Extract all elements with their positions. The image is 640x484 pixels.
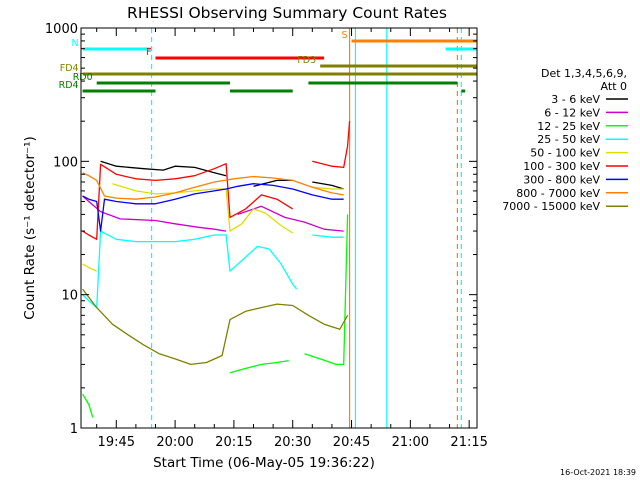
x-tick-label-1: 20:00 [156, 435, 193, 450]
legend-label-5: 100 - 300 keV [523, 160, 600, 173]
legend-label-3: 25 - 50 keV [537, 133, 600, 146]
data-series [82, 121, 351, 418]
vertical-markers [150, 28, 462, 428]
x-axis-label: Start Time (06-May-05 19:36:22) [153, 455, 375, 471]
legend-label-6: 300 - 800 keV [523, 173, 600, 186]
x-tick-label-0: 19:45 [98, 435, 135, 450]
flag-label-fd3: FD3 [297, 55, 316, 66]
x-tick-label-6: 21:15 [450, 435, 487, 450]
y-tick-label-0: 1 [70, 422, 78, 437]
series-line-3 [82, 230, 344, 309]
series-line-1 [82, 195, 344, 232]
y-axis-label: Count Rate (s⁻¹ detector⁻¹) [22, 136, 38, 320]
legend-label-1: 6 - 12 keV [544, 106, 600, 119]
flag-label-rd4: RD4 [59, 80, 79, 91]
flag-label-f: F [146, 47, 151, 58]
x-tick-label-4: 20:45 [333, 435, 370, 450]
legend-label-7: 800 - 7000 keV [516, 187, 600, 200]
legend-header-line-2: Att 0 [601, 80, 627, 93]
x-tick-label-3: 20:30 [274, 435, 311, 450]
flag-label-fd4: FD4 [60, 63, 79, 74]
plot-frame [80, 27, 478, 429]
legend-label-4: 50 - 100 keV [530, 147, 600, 160]
flag-label-n: N [71, 38, 78, 49]
series-line-2 [82, 214, 349, 418]
flag-label-s: S [342, 30, 348, 41]
axes: 1 10 100 1000 19:45 20:00 20:15 20:30 20:45 21:00… [45, 22, 488, 450]
legend-label-2: 12 - 25 keV [537, 120, 600, 133]
y-tick-label-3: 1000 [45, 22, 78, 37]
y-tick-label-2: 100 [53, 155, 78, 170]
flag-label-rd0: RD0 [73, 72, 93, 83]
series-line-6 [82, 183, 344, 232]
legend-header-line-1: Det 1,3,4,5,6,9, [541, 67, 627, 80]
series-line-8 [82, 288, 349, 366]
legend-label-8: 7000 - 15000 keV [502, 200, 600, 213]
y-tick-label-1: 10 [61, 289, 78, 304]
legend-label-0: 3 - 6 keV [551, 93, 600, 106]
footer-timestamp: 16-Oct-2021 18:39 [560, 468, 636, 477]
x-tick-label-5: 21:00 [392, 435, 429, 450]
x-tick-label-2: 20:15 [215, 435, 252, 450]
series-line-5 [82, 121, 351, 240]
series-line-4 [82, 183, 344, 272]
series-line-7 [82, 172, 344, 200]
chart-title: RHESSI Observing Summary Count Rates [127, 4, 447, 22]
